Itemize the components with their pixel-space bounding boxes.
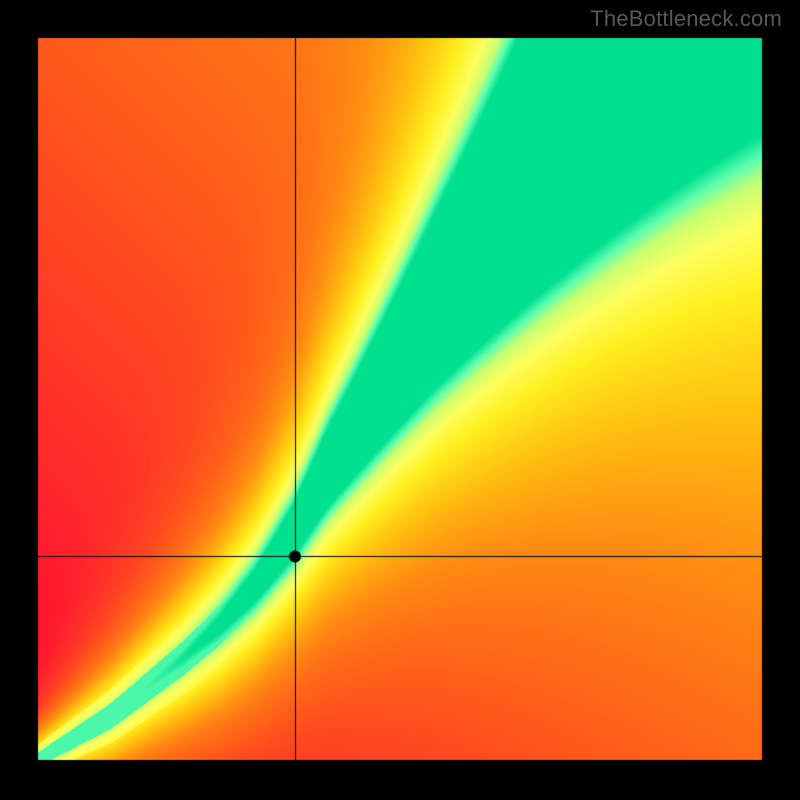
watermark-text: TheBottleneck.com (590, 6, 782, 32)
bottleneck-heatmap (0, 0, 800, 800)
chart-container: TheBottleneck.com (0, 0, 800, 800)
